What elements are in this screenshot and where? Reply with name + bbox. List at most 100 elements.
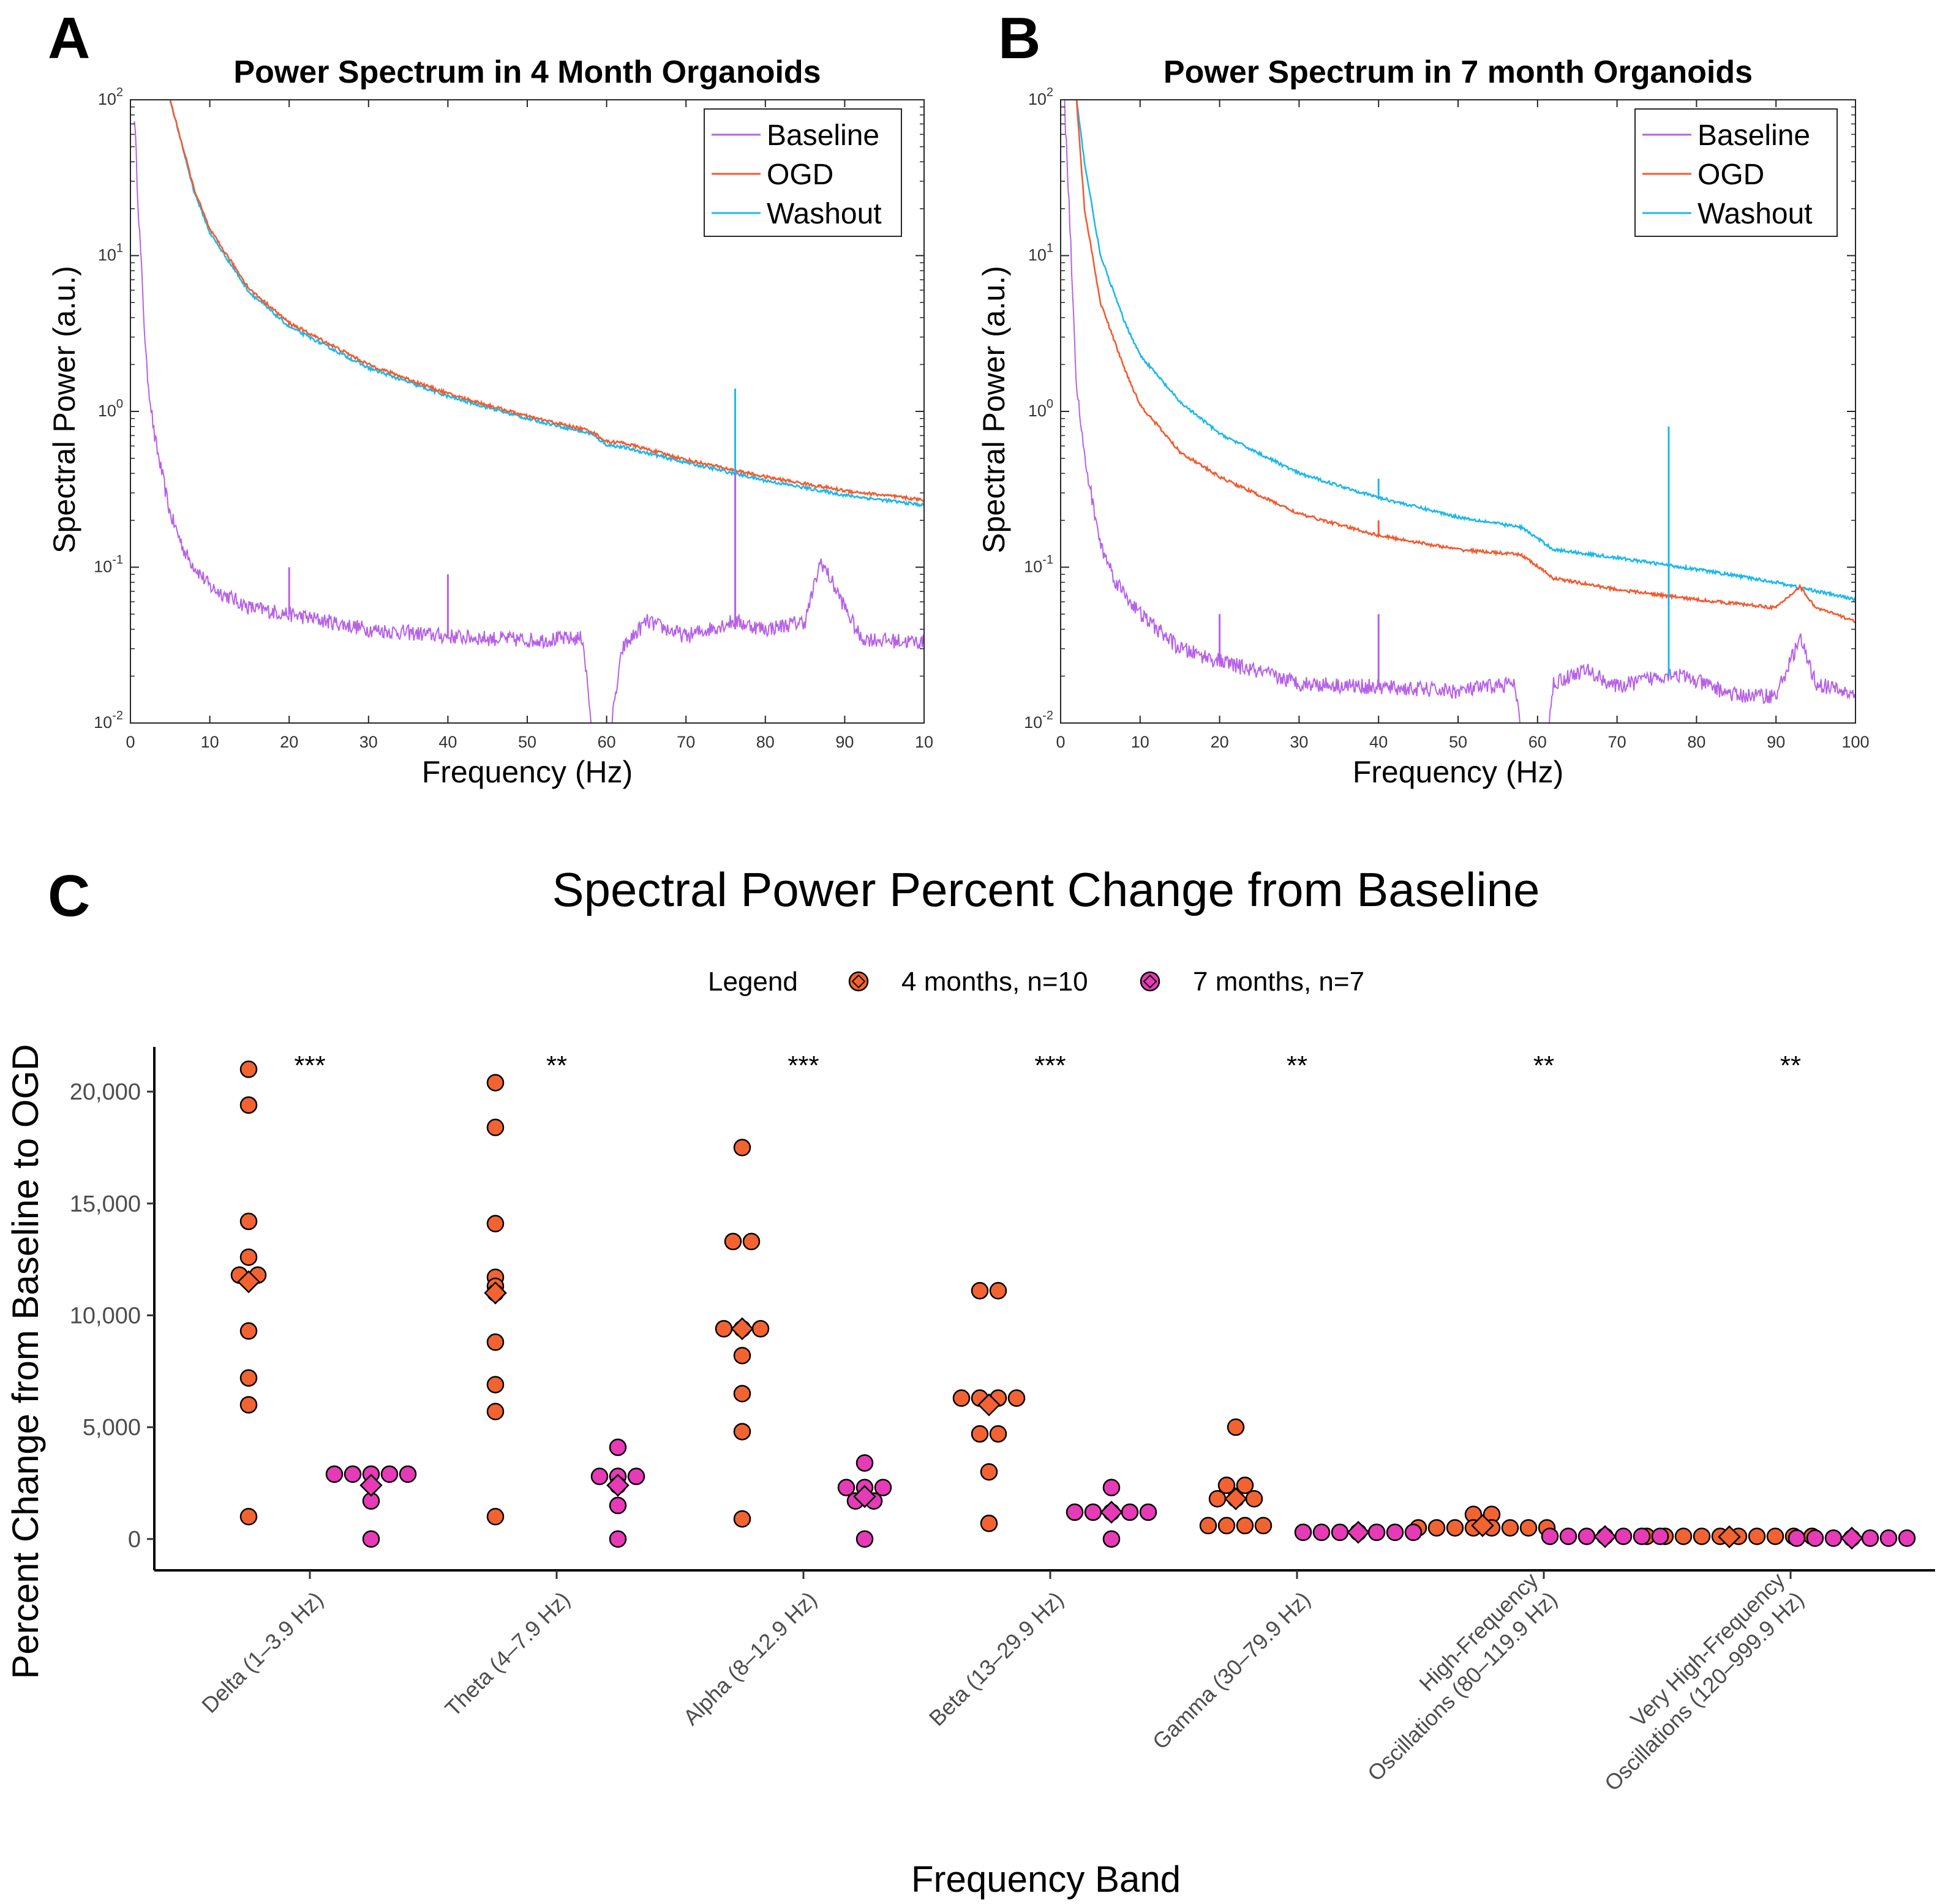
y-tick-label: 101 — [98, 242, 123, 264]
mean-marker — [977, 1393, 1001, 1417]
significance-marker: ** — [1780, 1051, 1801, 1081]
plot-area-b: 0 10 20 30 40 50 60 70 80 90 10010210110010-110-2B… — [1024, 86, 1869, 751]
data-point — [1519, 1519, 1538, 1537]
data-point — [399, 1465, 417, 1483]
data-point — [733, 1346, 751, 1365]
x-tick-label: 10 — [915, 733, 933, 751]
x-tick-label: 30 — [359, 733, 378, 751]
data-point — [1559, 1527, 1577, 1545]
x-tick-label: 90 — [1767, 733, 1785, 751]
y-tick-exponent: -2 — [112, 709, 123, 722]
mean-marker — [1347, 1521, 1370, 1544]
data-point — [1236, 1516, 1254, 1535]
data-point — [989, 1425, 1007, 1443]
y-tick-base: 10 — [98, 90, 116, 108]
mean-marker — [1718, 1525, 1741, 1548]
data-point — [1217, 1516, 1236, 1535]
significance-marker: *** — [1034, 1051, 1066, 1081]
legend-b: Baseline OGD Washout — [1634, 108, 1838, 237]
y-tick-exponent: 1 — [116, 242, 123, 255]
legend-a: Baseline OGD Washout — [704, 108, 902, 237]
x-tick-label-line: Oscillations (80–119.9 Hz) — [1363, 1587, 1562, 1786]
y-tick-label: 101 — [1028, 242, 1053, 264]
y-tick-base: 10 — [94, 713, 112, 732]
y-tick-label: 102 — [1028, 86, 1053, 108]
significance-marker: *** — [788, 1051, 819, 1081]
data-point — [1879, 1529, 1898, 1547]
x-tick-label: 40 — [438, 733, 457, 751]
y-tick-base: 10 — [1024, 558, 1042, 576]
y-tick-label: 10,000 — [70, 1303, 141, 1329]
y-tick-label: 5,000 — [83, 1415, 141, 1441]
legend-label: 7 months, n=7 — [1193, 967, 1364, 997]
series-line-baseline — [133, 121, 924, 723]
y-tick-label: 10-1 — [94, 553, 123, 576]
x-tick-label: 80 — [756, 733, 775, 751]
data-point — [1217, 1476, 1236, 1494]
panel-a-xlabel: Frequency (Hz) — [422, 755, 633, 789]
data-point — [980, 1515, 998, 1532]
mean-marker — [853, 1485, 876, 1509]
data-point — [609, 1530, 627, 1548]
data-point — [733, 1423, 751, 1441]
data-point — [1614, 1527, 1633, 1545]
significance-marker: ** — [1287, 1051, 1307, 1081]
mean-marker — [1471, 1514, 1494, 1537]
data-point — [1446, 1519, 1464, 1537]
data-point — [742, 1232, 761, 1251]
mean-marker — [484, 1281, 507, 1305]
x-tick-label-line: Theta (4–7.9 Hz) — [440, 1587, 575, 1722]
y-tick-exponent: -2 — [1042, 709, 1053, 722]
x-tick-label: 0 — [126, 733, 135, 751]
data-point — [715, 1320, 733, 1338]
x-tick-label: 100 — [1841, 733, 1869, 751]
data-point — [1651, 1527, 1669, 1545]
legend-label-baseline: Baseline — [1698, 119, 1810, 152]
data-point — [325, 1465, 344, 1483]
panel-c-xlabel: Frequency Band — [911, 1859, 1181, 1900]
legend-box — [1634, 108, 1838, 237]
x-tick-label: 50 — [1449, 733, 1467, 751]
data-point — [1245, 1490, 1263, 1508]
legend-label: 4 months, n=10 — [901, 967, 1088, 997]
data-point — [1312, 1523, 1331, 1542]
x-tick-label-line: Gamma (30–79.9 Hz) — [1148, 1587, 1315, 1755]
data-point — [971, 1425, 989, 1443]
data-point — [239, 1322, 258, 1340]
mean-marker — [1593, 1525, 1617, 1548]
panel-letter-a: A — [48, 6, 90, 71]
data-point — [1066, 1503, 1084, 1521]
y-tick-base: 10 — [1024, 713, 1042, 732]
y-tick-exponent: -1 — [112, 553, 123, 567]
x-tick-label-line: Very High-Frequency — [1625, 1567, 1789, 1731]
y-tick-label: 100 — [1028, 397, 1053, 420]
data-point — [1427, 1519, 1446, 1537]
data-point — [855, 1530, 874, 1548]
data-point — [733, 1139, 751, 1156]
y-tick-exponent: 2 — [1047, 86, 1053, 99]
data-point — [486, 1215, 505, 1232]
y-tick-base: 10 — [1028, 246, 1047, 264]
data-point — [239, 1060, 258, 1078]
data-point — [724, 1232, 742, 1251]
data-point — [627, 1467, 645, 1485]
mean-marker — [1100, 1501, 1123, 1524]
y-tick-label: 10-1 — [1024, 553, 1053, 576]
y-tick-exponent: -1 — [1042, 553, 1053, 567]
data-point — [1007, 1389, 1026, 1407]
y-tick-base: 10 — [1028, 90, 1047, 108]
mean-marker — [731, 1317, 754, 1341]
data-point — [486, 1508, 505, 1526]
data-point — [1766, 1527, 1784, 1545]
x-tick-label: 0 — [1056, 733, 1065, 751]
x-tick-label: Gamma (30–79.9 Hz) — [1148, 1587, 1315, 1755]
y-tick-label: 10-2 — [1024, 709, 1053, 732]
data-point — [239, 1508, 258, 1526]
panel-letter-c: C — [48, 863, 90, 929]
data-point — [952, 1389, 971, 1407]
plot-area-c: 0 5,000 10,000 15,000 20,000 Delta (1–3.9 Hz)… — [70, 967, 1935, 1796]
legend-label-baseline: Baseline — [767, 119, 879, 152]
x-tick-label-line: Alpha (8–12.9 Hz) — [678, 1587, 821, 1730]
panel-b-ylabel: Spectral Power (a.u.) — [977, 266, 1011, 553]
